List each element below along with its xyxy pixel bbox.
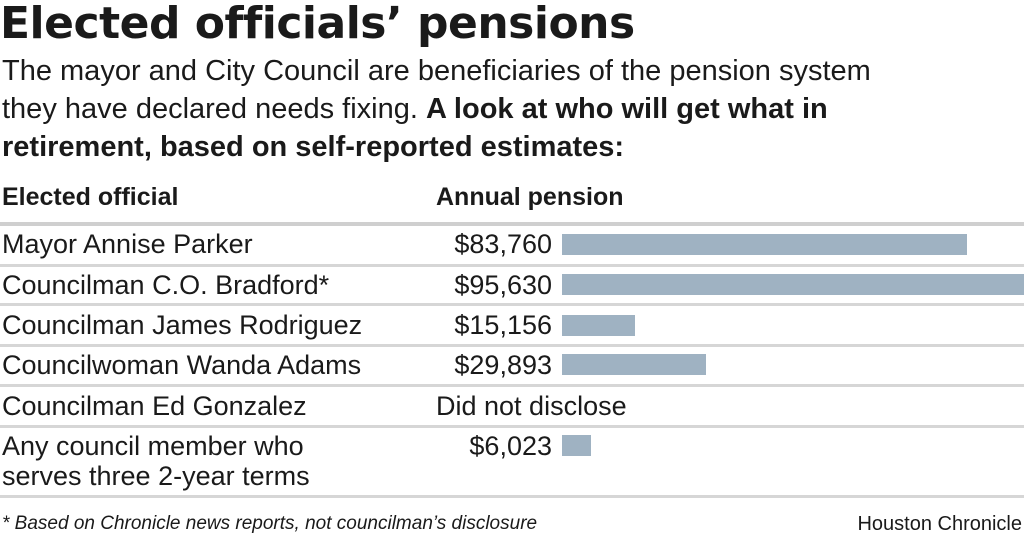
row-label-line2: serves three 2-year terms [2,461,310,491]
bar-mark [562,274,1024,295]
row-value: $83,760 [454,229,552,259]
column-header-pension: Annual pension [436,183,624,211]
row-divider [0,425,1024,428]
bar-mark [562,234,967,255]
subtitle-bold: A look at who will get what in retiremen… [2,93,828,163]
row-divider [0,264,1024,267]
row-value: $6,023 [469,431,552,461]
row-label: Councilwoman Wanda Adams [2,350,362,380]
bar-mark [562,315,635,336]
row-value-not-disclosed: Did not disclose [436,391,627,421]
row-divider [0,495,1024,498]
row-label: Mayor Annise Parker [2,229,253,259]
row-divider [0,384,1024,387]
row-label: Councilman James Rodriguez [2,310,363,340]
chart-title: Elected officials’ pensions [0,0,635,49]
row-label: Councilman C.O. Bradford* [2,270,330,300]
row-value: $15,156 [454,310,552,340]
column-header-official: Elected official [2,183,179,211]
bar-mark [562,435,591,456]
footnote: * Based on Chronicle news reports, not c… [2,513,538,534]
chart-subtitle: The mayor and City Council are beneficia… [2,52,902,166]
row-value: $95,630 [454,270,552,300]
bar-mark [562,354,706,375]
subtitle-plain: The mayor and City Council are beneficia… [2,55,871,125]
row-divider [0,344,1024,347]
row-label: Councilman Ed Gonzalez [2,391,307,421]
row-divider [0,303,1024,306]
source-credit: Houston Chronicle [857,513,1022,535]
row-label-line1: Any council member who [2,431,304,461]
row-value: $29,893 [454,350,552,380]
header-divider [0,222,1024,226]
